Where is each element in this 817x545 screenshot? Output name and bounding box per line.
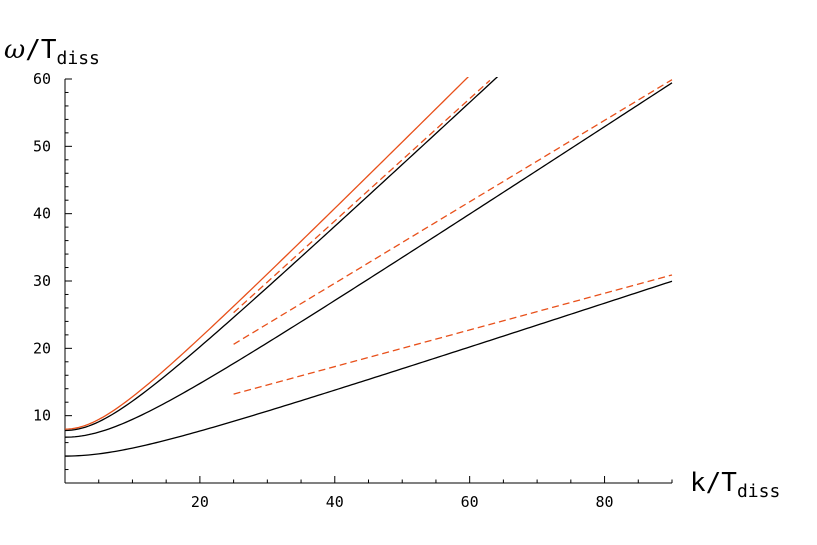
x-axis-title-sub: diss: [737, 481, 780, 502]
axes: 20 40 60 80 10 20 30 40 50 60: [33, 70, 673, 511]
solid-series-line-1: [65, 77, 499, 432]
series-group: [65, 77, 673, 457]
y-axis-title-sub: diss: [57, 48, 100, 69]
y-tick-label: 60: [33, 70, 51, 88]
x-tick-label: 40: [326, 493, 344, 511]
dashed-series-line-4: [233, 79, 491, 314]
y-tick-label: 30: [33, 272, 51, 290]
y-tick-label: 20: [33, 339, 51, 357]
y-tick-label: 40: [33, 205, 51, 223]
dashed-series-line-6: [233, 274, 673, 395]
y-axis-title-main: /T: [25, 35, 57, 65]
y-axis-title-omega: ω: [4, 35, 25, 65]
x-tick-label: 80: [596, 493, 614, 511]
x-tick-label: 20: [191, 493, 209, 511]
y-axis-title: ω/Tdiss: [4, 35, 100, 69]
solid-series-line-0: [65, 77, 469, 430]
x-axis-title-main: k/T: [690, 468, 737, 498]
y-tick-label: 10: [33, 407, 51, 425]
solid-series-line-2: [65, 82, 673, 438]
solid-series-line-3: [65, 280, 673, 457]
x-axis-title: k/Tdiss: [690, 468, 780, 502]
y-tick-label: 50: [33, 137, 51, 155]
x-tick-label: 60: [461, 493, 479, 511]
dashed-series-line-5: [233, 79, 673, 345]
